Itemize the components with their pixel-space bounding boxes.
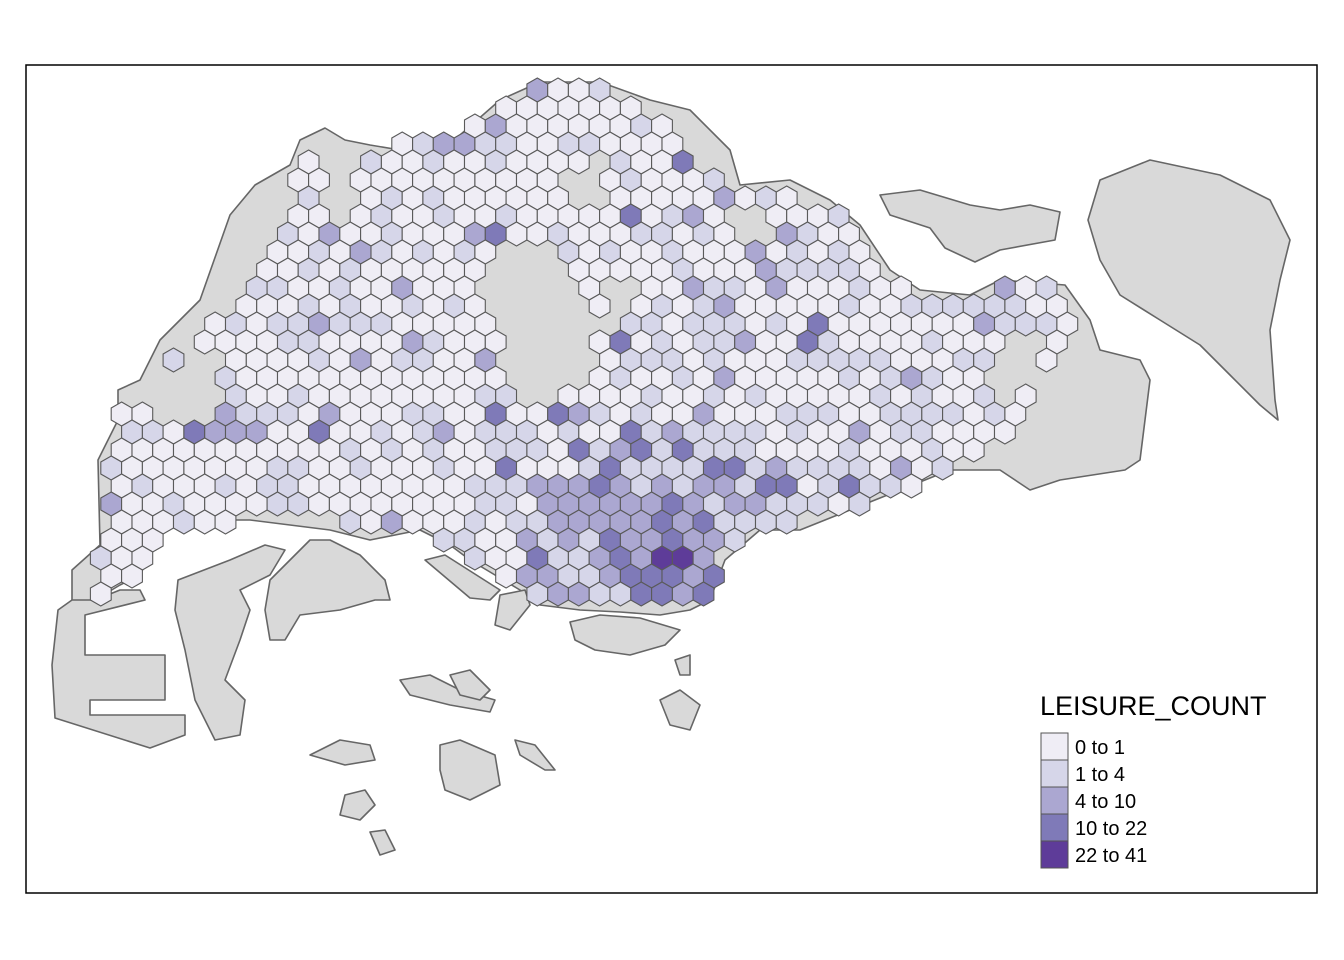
sentosa: [569, 614, 681, 656]
hex-cell: [401, 509, 424, 535]
legend-title: LEISURE_COUNT: [1040, 691, 1267, 721]
southern-island-2: [449, 669, 491, 701]
west-reclamation: [51, 589, 186, 749]
hex-cell: [567, 149, 590, 175]
hexagon-grid: [89, 77, 1079, 607]
hex-cell: [630, 581, 653, 607]
hex-cell: [900, 473, 923, 499]
pulau-bukom: [424, 554, 501, 601]
hex-cell: [245, 491, 268, 517]
hex-cell: [671, 581, 694, 607]
hex-cell: [1035, 347, 1058, 373]
legend-item-0: 0 to 1: [1040, 732, 1125, 761]
hex-cell: [214, 509, 237, 535]
legend-label-0: 0 to 1: [1075, 737, 1125, 759]
hex-cell: [172, 509, 195, 535]
bukom-pier: [494, 589, 531, 631]
hex-cell: [432, 527, 455, 553]
southern-island-8: [659, 689, 701, 731]
legend-swatch-4: [1040, 840, 1069, 869]
hex-cell: [827, 491, 850, 517]
legend-label-4: 22 to 41: [1075, 845, 1147, 867]
hex-cell: [121, 563, 143, 589]
hex-cell: [193, 509, 216, 535]
legend-label-2: 4 to 10: [1075, 791, 1136, 813]
jurong-island: [174, 544, 286, 741]
hex-cell: [162, 347, 185, 373]
hex-cell: [848, 491, 871, 517]
pulau-ubin: [879, 189, 1061, 263]
hex-cell: [775, 509, 798, 535]
hex-cell: [567, 581, 590, 607]
legend-swatch-1: [1040, 759, 1069, 788]
legend: LEISURE_COUNT 0 to 1 1 to 4 4 to 10 10 t…: [1040, 691, 1267, 869]
pulau-tekong: [1087, 159, 1291, 421]
hex-cell: [609, 257, 632, 283]
southern-island-4: [439, 739, 501, 801]
legend-label-3: 10 to 22: [1075, 818, 1147, 840]
hex-cell: [806, 491, 829, 517]
hex-cell: [588, 293, 611, 319]
southern-island-1: [399, 674, 496, 713]
hex-cell: [1014, 311, 1037, 337]
hex-cell: [308, 491, 330, 517]
southern-island-7: [369, 829, 396, 856]
hex-cell: [89, 581, 112, 607]
hex-cell: [380, 509, 403, 535]
southern-island-6: [339, 789, 376, 821]
hex-cell: [526, 221, 549, 247]
hex-cell: [931, 455, 954, 481]
hex-cell: [547, 581, 569, 607]
legend-swatch-3: [1040, 813, 1069, 842]
hex-cell: [734, 185, 757, 211]
jurong-island-east: [264, 539, 391, 641]
hex-cell: [495, 563, 518, 589]
hex-cell: [463, 545, 486, 571]
legend-item-4: 22 to 41: [1040, 840, 1147, 869]
hex-cell: [651, 581, 673, 607]
southern-island-9: [674, 654, 691, 676]
hex-cell: [609, 581, 632, 607]
legend-item-2: 4 to 10: [1040, 786, 1136, 815]
legend-label-1: 1 to 4: [1075, 764, 1125, 786]
hex-cell: [754, 509, 777, 535]
hex-cell: [993, 419, 1016, 445]
hex-cell: [287, 491, 310, 517]
legend-item-1: 1 to 4: [1040, 759, 1125, 788]
legend-swatch-0: [1040, 732, 1069, 761]
hex-cell: [879, 473, 902, 499]
legend-item-3: 10 to 22: [1040, 813, 1147, 842]
hex-cell: [723, 527, 746, 553]
legend-swatch-2: [1040, 786, 1069, 815]
hex-cell: [193, 329, 216, 355]
hex-cell: [360, 509, 382, 535]
hex-cell: [692, 581, 715, 607]
hex-cell: [339, 509, 362, 535]
hex-cell: [266, 491, 289, 517]
southern-island-5: [514, 739, 556, 771]
southern-island-3: [309, 739, 376, 766]
hex-cell: [526, 581, 549, 607]
hex-cell: [588, 581, 611, 607]
hex-cell: [962, 437, 985, 463]
hex-cell: [505, 221, 528, 247]
